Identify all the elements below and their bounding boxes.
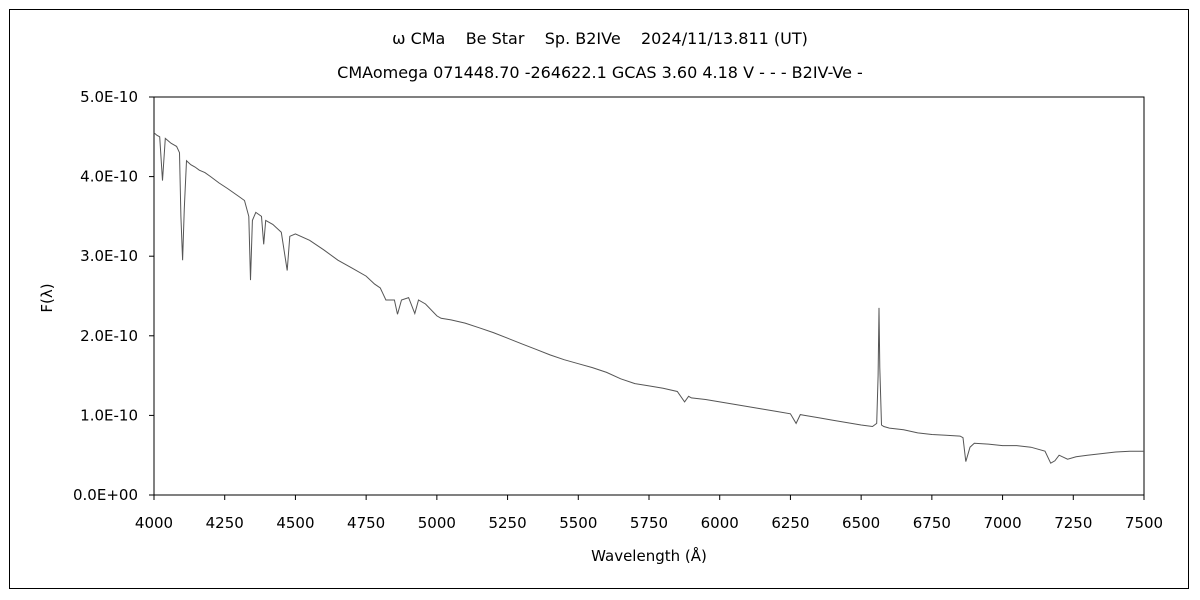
x-axis: 4000 4250 4500 4750 5000 5250 5500 5750 6000 6250… (135, 495, 1163, 532)
x-tick-label: 6000 (701, 514, 739, 532)
y-tick-label: 0.0E+00 (73, 486, 138, 504)
x-tick-label: 4500 (276, 514, 314, 532)
x-tick-label: 4250 (206, 514, 244, 532)
y-tick-label: 5.0E-10 (80, 88, 138, 106)
x-tick-label: 7250 (1054, 514, 1092, 532)
x-tick-label: 6750 (913, 514, 951, 532)
y-tick-label: 3.0E-10 (80, 247, 138, 265)
x-axis-label: Wavelength (Å) (591, 546, 707, 565)
x-tick-label: 5250 (488, 514, 526, 532)
x-tick-label: 7500 (1125, 514, 1163, 532)
y-tick-label: 4.0E-10 (80, 168, 138, 186)
x-tick-label: 5500 (559, 514, 597, 532)
y-tick-label: 1.0E-10 (80, 406, 138, 424)
plot-area (153, 96, 1145, 496)
x-tick-label: 5750 (630, 514, 668, 532)
x-tick-label: 5000 (418, 514, 456, 532)
x-tick-label: 7000 (983, 514, 1021, 532)
x-tick-label: 6250 (771, 514, 809, 532)
y-tick-label: 2.0E-10 (80, 327, 138, 345)
x-tick-label: 4750 (347, 514, 385, 532)
y-axis: 0.0E+00 1.0E-10 2.0E-10 3.0E-10 4.0E-10 5.0E-… (73, 88, 154, 504)
chart-subtitle: CMAomega 071448.70 -264622.1 GCAS 3.60 4… (337, 63, 863, 82)
y-axis-label: F(λ) (38, 283, 56, 312)
chart-title: ω CMa Be Star Sp. B2IVe 2024/11/13.811 (… (392, 29, 808, 48)
x-tick-label: 6500 (842, 514, 880, 532)
spectrum-series-line (153, 132, 1144, 464)
x-tick-label: 4000 (135, 514, 173, 532)
